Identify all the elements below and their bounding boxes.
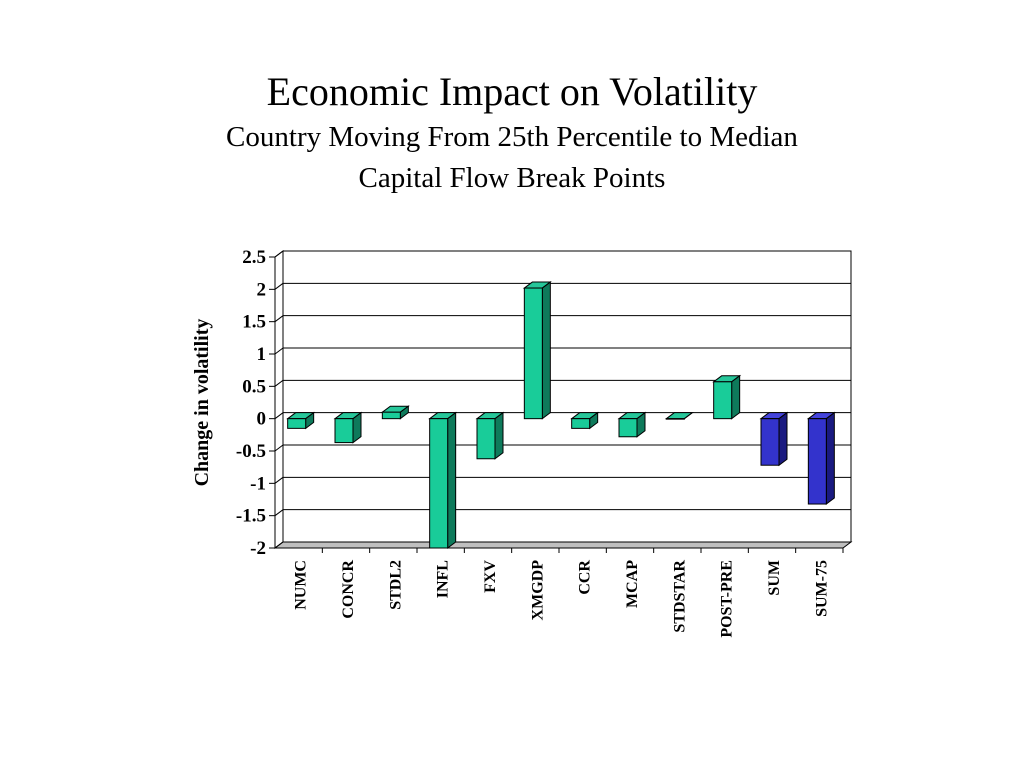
bar-front-face [334, 418, 354, 444]
y-gridline-side [274, 347, 284, 355]
y-gridline-side [274, 476, 284, 484]
y-gridline-side [274, 250, 284, 258]
bar [333, 411, 363, 444]
y-tick-labels: 2.5 2 1.5 1 0.5 0 -0.5 -1 -1.5 -2 [236, 247, 266, 559]
bar-front-face [618, 418, 638, 438]
x-category-label: SUM [766, 560, 783, 596]
bar-side-face [447, 411, 457, 549]
x-category-label: STDL2 [387, 560, 404, 610]
x-category-label: NUMC [293, 560, 310, 610]
bar-front-face [287, 418, 307, 429]
y-gridline-side [274, 509, 284, 517]
bar-front-face [665, 418, 685, 420]
bar-front-face [760, 418, 780, 466]
y-tick-label: 1 [257, 344, 267, 365]
y-tick-label: 1.5 [242, 312, 266, 333]
y-gridline-side [274, 282, 284, 290]
x-category-label: SUM-75 [813, 560, 830, 617]
bar [759, 411, 789, 467]
bar [522, 281, 552, 420]
x-category-label: CCR [577, 560, 594, 595]
bar-front-face [476, 418, 496, 460]
bar-front-face [429, 418, 449, 549]
bar [806, 411, 836, 506]
slide-title: Economic Impact on Volatility [266, 69, 758, 114]
x-category-label: STDSTAR [671, 560, 688, 633]
chart-bars [286, 281, 836, 549]
y-tick-label: -1.5 [236, 506, 266, 527]
bar-side-face [352, 411, 362, 444]
chart-walls [273, 250, 853, 549]
bar-side-face [494, 411, 504, 460]
y-gridline-side [274, 315, 284, 323]
slide-title-block: Economic Impact on Volatility Country Mo… [0, 68, 1024, 198]
x-category-label: FXV [482, 560, 499, 593]
bar [617, 411, 647, 438]
bar-front-face [807, 418, 827, 505]
y-tick-label: 0.5 [242, 376, 266, 397]
slide-subtitle-line1: Country Moving From 25th Percentile to M… [226, 121, 798, 153]
y-gridline-side [274, 379, 284, 387]
y-tick-label: -0.5 [236, 441, 266, 462]
y-gridline-side [274, 444, 284, 452]
bar [570, 411, 600, 430]
y-axis-title: Change in volatility [191, 319, 213, 487]
bar-front-face [381, 411, 401, 420]
x-category-label: MCAP [624, 560, 641, 608]
y-tick-label: -1 [250, 473, 266, 494]
slide-subtitle-line2: Capital Flow Break Points [358, 162, 666, 194]
bar [475, 411, 505, 460]
y-tick-label: 0 [257, 409, 267, 430]
bar [712, 374, 742, 420]
bar-side-face [684, 412, 693, 420]
bar-side-face [778, 411, 788, 467]
bar-side-face [825, 411, 835, 506]
bar [286, 411, 316, 430]
y-gridline-side [274, 412, 284, 420]
chart-side-wall [274, 250, 284, 549]
x-category-label: POST-PRE [719, 560, 736, 638]
bar-side-face [541, 281, 551, 420]
y-gridline-side [274, 541, 284, 549]
chart-gridlines [274, 250, 851, 549]
chart-axes [269, 256, 844, 553]
bar [428, 411, 458, 549]
x-category-label: CONCR [340, 560, 357, 619]
y-tick-label: 2 [257, 279, 267, 300]
bar [380, 405, 410, 420]
bar-side-face [731, 374, 741, 420]
y-tick-label: -2 [250, 538, 266, 559]
bar-front-face [713, 381, 733, 420]
chart-back-wall [282, 250, 852, 543]
chart-floor [273, 541, 853, 549]
bar-front-face [571, 418, 591, 429]
bar [664, 412, 694, 420]
x-category-label: XMGDP [529, 560, 546, 621]
x-category-labels: NUMC CONCR STDL2 INFL FXV XMGDP CCR MCAP STDSTAR… [293, 560, 831, 638]
x-category-label: INFL [435, 560, 452, 598]
y-tick-label: 2.5 [242, 247, 266, 268]
bar-front-face [523, 287, 543, 420]
